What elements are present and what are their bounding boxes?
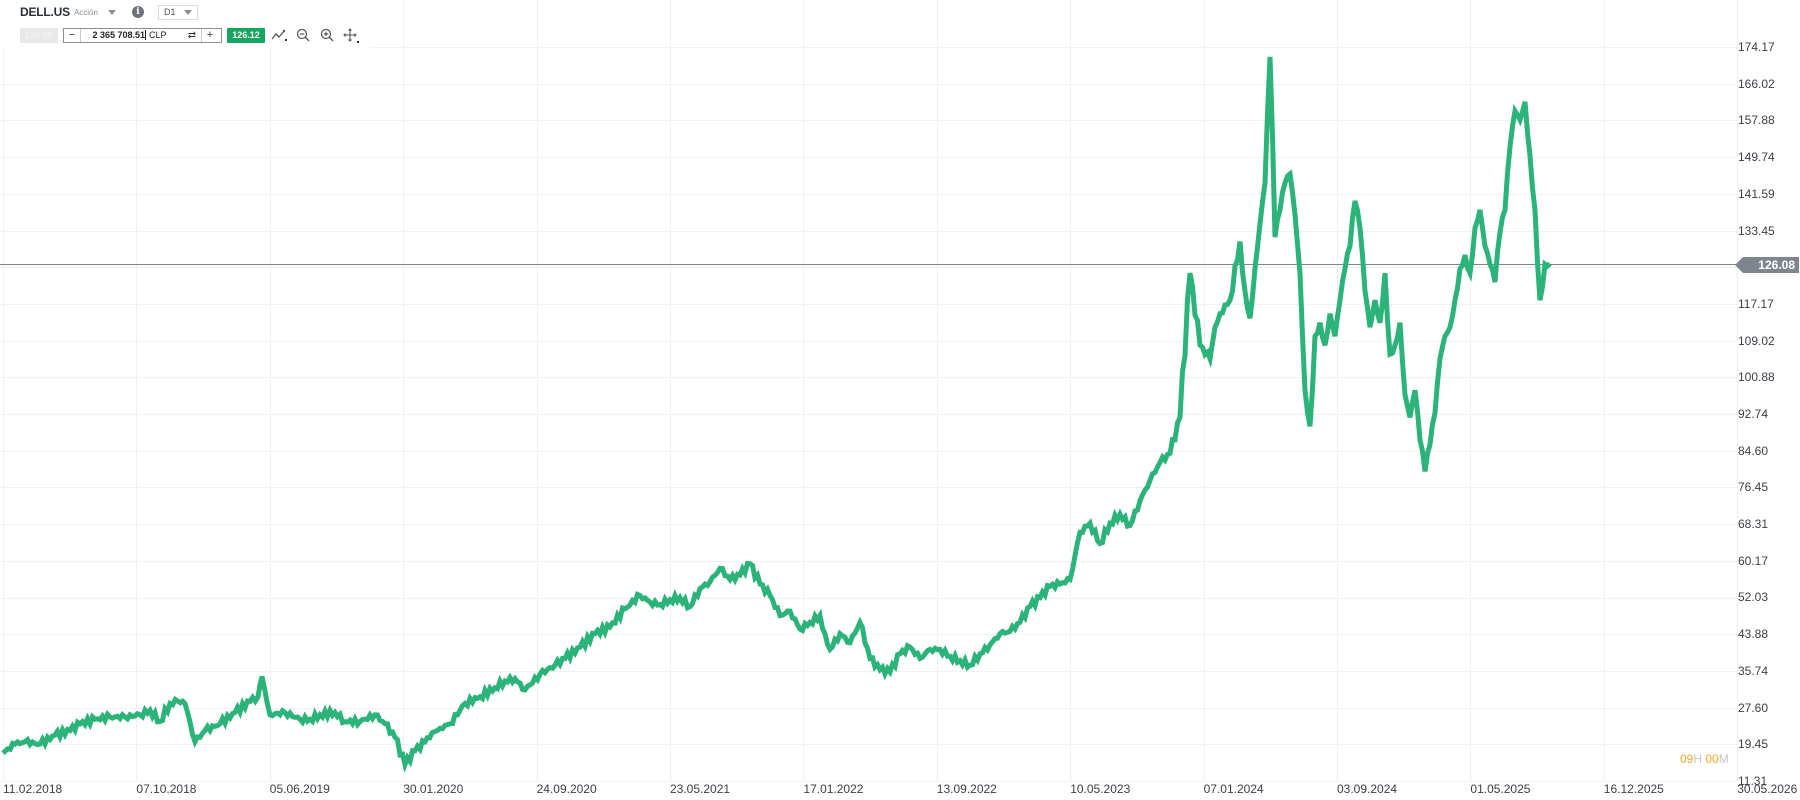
x-axis-tick-label: 03.09.2024 [1337, 782, 1398, 796]
y-axis-tick-label: 149.74 [1738, 150, 1775, 165]
y-axis-tick-label: 19.45 [1738, 737, 1769, 752]
zoom-in-icon[interactable] [317, 27, 337, 43]
x-axis-tick-label: 30.01.2020 [403, 782, 464, 796]
countdown-hours: 09 [1680, 752, 1694, 766]
chevron-down-icon [183, 9, 192, 15]
candle-countdown: 09H 00M [1680, 752, 1729, 766]
chart-type-icon[interactable] [269, 27, 289, 43]
y-axis-tick-label: 52.03 [1738, 590, 1769, 605]
y-axis-tick-label: 92.74 [1738, 407, 1769, 421]
x-axis-tick-label: 07.10.2018 [136, 782, 197, 796]
chart-grid [0, 0, 1738, 782]
y-axis-tick-label: 68.31 [1738, 517, 1769, 532]
y-axis-tick-label: 117.17 [1738, 296, 1774, 311]
trade-row: 126.08 − 2 365 708.51 CLP ⇄ + 126.12 [20, 27, 361, 43]
countdown-hours-unit: H [1693, 752, 1703, 766]
x-axis-tick-label: 13.09.2022 [936, 782, 997, 796]
y-axis-tick-label: 141.59 [1738, 186, 1775, 201]
current-price-badge: 126.08 [1735, 257, 1799, 273]
timeframe-value: D1 [163, 7, 176, 17]
y-axis-tick-label: 35.74 [1738, 663, 1769, 678]
price-series-line [1, 56, 1552, 773]
buy-price-button[interactable]: 126.12 [227, 27, 265, 43]
x-axis-tick-label: 10.05.2023 [1070, 782, 1131, 796]
countdown-minutes-unit: M [1718, 752, 1729, 766]
crosshair-icon[interactable] [341, 27, 361, 43]
y-axis-tick-label: 166.02 [1738, 76, 1775, 91]
decrease-quantity-button[interactable]: − [64, 28, 81, 42]
currency-label: CLP [149, 30, 167, 40]
asset-type-label: Acción [73, 7, 98, 17]
info-icon[interactable]: i [131, 6, 144, 18]
x-axis-tick-label: 30.05.2026 [1737, 782, 1798, 796]
y-axis-tick-label: 11.31 [1738, 774, 1768, 788]
chart-toolbar: DELL.US Acción i D1 126.08 − 2 365 708.5… [0, 0, 370, 48]
x-axis-tick-label: 01.05.2025 [1470, 782, 1531, 796]
y-axis-tick-label: 84.60 [1738, 443, 1769, 458]
x-axis-tick-label: 16.12.2025 [1603, 782, 1664, 796]
x-axis-tick-label: 23.05.2021 [670, 782, 731, 796]
y-axis-tick-label: 27.60 [1738, 700, 1769, 715]
current-price-value: 126.08 [1758, 258, 1795, 272]
y-axis-tick-label: 60.17 [1738, 553, 1769, 568]
y-axis-tick-label: 76.45 [1738, 480, 1769, 495]
y-axis-tick-label: 43.88 [1738, 627, 1769, 642]
y-axis-tick-label: 174.17 [1738, 40, 1775, 54]
zoom-out-icon[interactable] [293, 27, 313, 43]
instrument-row: DELL.US Acción i D1 [20, 3, 198, 21]
countdown-minutes: 00 [1705, 752, 1719, 766]
x-axis-tick-label: 11.02.2018 [3, 782, 63, 796]
symbol-label[interactable]: DELL.US [20, 5, 70, 19]
quantity-stepper[interactable]: − 2 365 708.51 CLP ⇄ + [63, 27, 222, 43]
x-axis-tick-label: 07.01.2024 [1203, 782, 1264, 796]
quantity-input[interactable]: 2 365 708.51 [81, 30, 146, 40]
swap-icon[interactable]: ⇄ [187, 29, 197, 41]
sell-price-button[interactable]: 126.08 [20, 27, 58, 43]
increase-quantity-button[interactable]: + [201, 28, 218, 42]
symbol-dropdown-icon[interactable] [107, 9, 116, 15]
x-axis-tick-label: 05.06.2019 [269, 782, 330, 796]
x-axis-tick-label: 17.01.2022 [803, 782, 864, 796]
y-axis-tick-label: 109.02 [1738, 333, 1775, 348]
y-axis-tick-label: 133.45 [1738, 223, 1775, 238]
y-axis-tick-label: 100.88 [1738, 370, 1775, 385]
x-axis-tick-label: 24.09.2020 [536, 782, 597, 796]
timeframe-select[interactable]: D1 [157, 4, 198, 20]
y-axis-tick-label: 157.88 [1738, 113, 1775, 128]
